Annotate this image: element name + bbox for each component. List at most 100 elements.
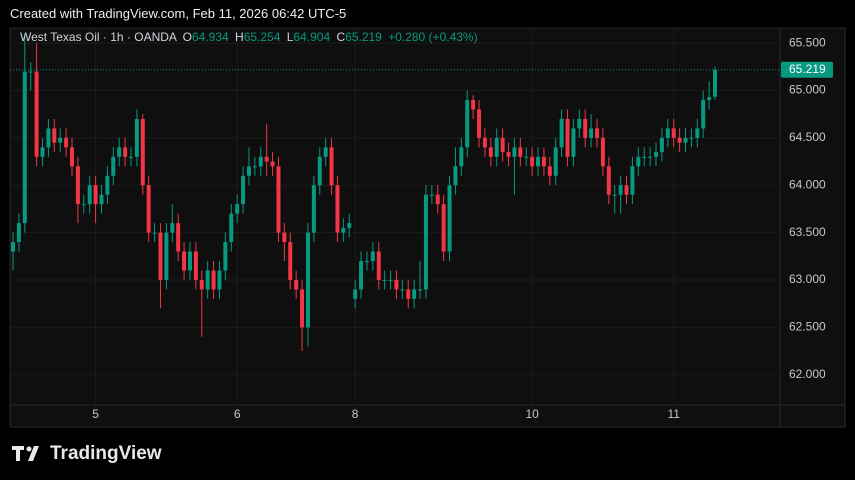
- candle-body: [547, 166, 552, 176]
- candle-body: [311, 185, 316, 233]
- candle-body: [624, 185, 629, 195]
- candle-body: [187, 251, 192, 271]
- candle-body: [376, 251, 381, 280]
- y-tick-label: 63.000: [789, 272, 826, 286]
- candle-body: [606, 166, 611, 195]
- candle-body: [323, 147, 328, 157]
- candle-body: [46, 128, 51, 148]
- x-tick-label: 11: [667, 407, 680, 421]
- candle-body: [329, 147, 334, 186]
- candle-body: [677, 137, 682, 143]
- candle-body: [294, 279, 299, 290]
- candle-body: [459, 147, 464, 167]
- candle-body: [140, 118, 145, 186]
- candle-body: [482, 137, 487, 148]
- candle-body: [695, 128, 700, 138]
- candle-body: [394, 279, 399, 290]
- candle-body: [648, 156, 653, 158]
- candle-body: [81, 204, 86, 206]
- candle-body: [359, 261, 364, 290]
- candle-body: [335, 185, 340, 233]
- candle-body: [618, 185, 623, 195]
- candle-body: [553, 147, 558, 176]
- candle-body: [28, 71, 33, 73]
- candle-body: [288, 242, 293, 280]
- candle-body: [75, 166, 80, 205]
- candle-body: [536, 156, 541, 167]
- candle-body: [600, 137, 605, 167]
- y-tick-label: 65.500: [789, 35, 826, 49]
- candle-body: [64, 137, 69, 148]
- open-value: 64.934: [191, 30, 229, 44]
- candle-body: [300, 289, 305, 328]
- y-tick-label: 65.000: [789, 83, 826, 97]
- candle-body: [87, 185, 92, 205]
- candle-body: [58, 137, 63, 143]
- candle-body: [577, 118, 582, 129]
- candle-body: [512, 147, 517, 157]
- candle-body: [630, 166, 635, 195]
- candle-body: [471, 99, 476, 110]
- candle-body: [34, 71, 39, 157]
- candle-body: [595, 128, 600, 138]
- candle-body: [270, 161, 275, 167]
- candle-body: [713, 69, 717, 97]
- candle-body: [146, 185, 151, 233]
- candle-body: [500, 137, 505, 153]
- candle-body: [205, 270, 210, 290]
- candle-body: [441, 204, 446, 252]
- candle-body: [217, 270, 222, 290]
- candle-body: [683, 137, 688, 143]
- last-price-label: 65.219: [789, 62, 826, 76]
- candle-body: [69, 147, 74, 167]
- candle-body: [494, 137, 499, 157]
- candle-body: [364, 261, 369, 263]
- y-tick-label: 62.500: [789, 319, 826, 333]
- candle-body: [40, 147, 45, 157]
- candle-body: [701, 99, 706, 129]
- x-tick-label: 8: [352, 407, 359, 421]
- candle-body: [16, 223, 21, 243]
- candle-body: [305, 232, 310, 328]
- x-tick-label: 6: [234, 407, 241, 421]
- candle-body: [665, 128, 670, 138]
- candle-body: [412, 289, 417, 299]
- change: +0.280 (+0.43%): [388, 30, 478, 44]
- candle-body: [541, 156, 546, 167]
- candle-body: [406, 289, 411, 299]
- candle-body: [264, 156, 269, 162]
- candle-body: [246, 166, 251, 176]
- candle-body: [282, 232, 287, 243]
- candle-body: [176, 223, 181, 252]
- candle-body: [707, 97, 712, 100]
- candle-body: [170, 223, 175, 233]
- candle-body: [164, 232, 169, 280]
- high-letter: H: [235, 30, 244, 44]
- candle-body: [423, 194, 428, 290]
- candle-body: [465, 99, 470, 148]
- candle-body: [353, 289, 358, 299]
- brand: TradingView: [50, 443, 162, 464]
- close-letter: C: [336, 30, 346, 44]
- candle-body: [11, 242, 15, 252]
- candle-body: [235, 204, 240, 214]
- x-tick-label: 10: [525, 407, 539, 421]
- candle-body: [52, 128, 57, 143]
- y-tick-label: 62.000: [789, 367, 826, 381]
- candle-body: [418, 289, 423, 291]
- candle-body: [123, 147, 128, 157]
- candle-body: [388, 279, 393, 281]
- candle-body: [565, 118, 570, 157]
- candle-body: [276, 166, 281, 233]
- candle-body: [347, 223, 352, 228]
- open-letter: O: [182, 30, 192, 44]
- candle-body: [506, 152, 511, 157]
- grid: [10, 28, 780, 405]
- y-tick-label: 63.500: [789, 225, 826, 239]
- candle-body: [99, 194, 104, 205]
- low-value: 64.904: [293, 30, 331, 44]
- candle-body: [559, 118, 564, 148]
- axes: 62.000 62.500 63.000 63.500 64.000 64.500 65.0…: [92, 35, 833, 421]
